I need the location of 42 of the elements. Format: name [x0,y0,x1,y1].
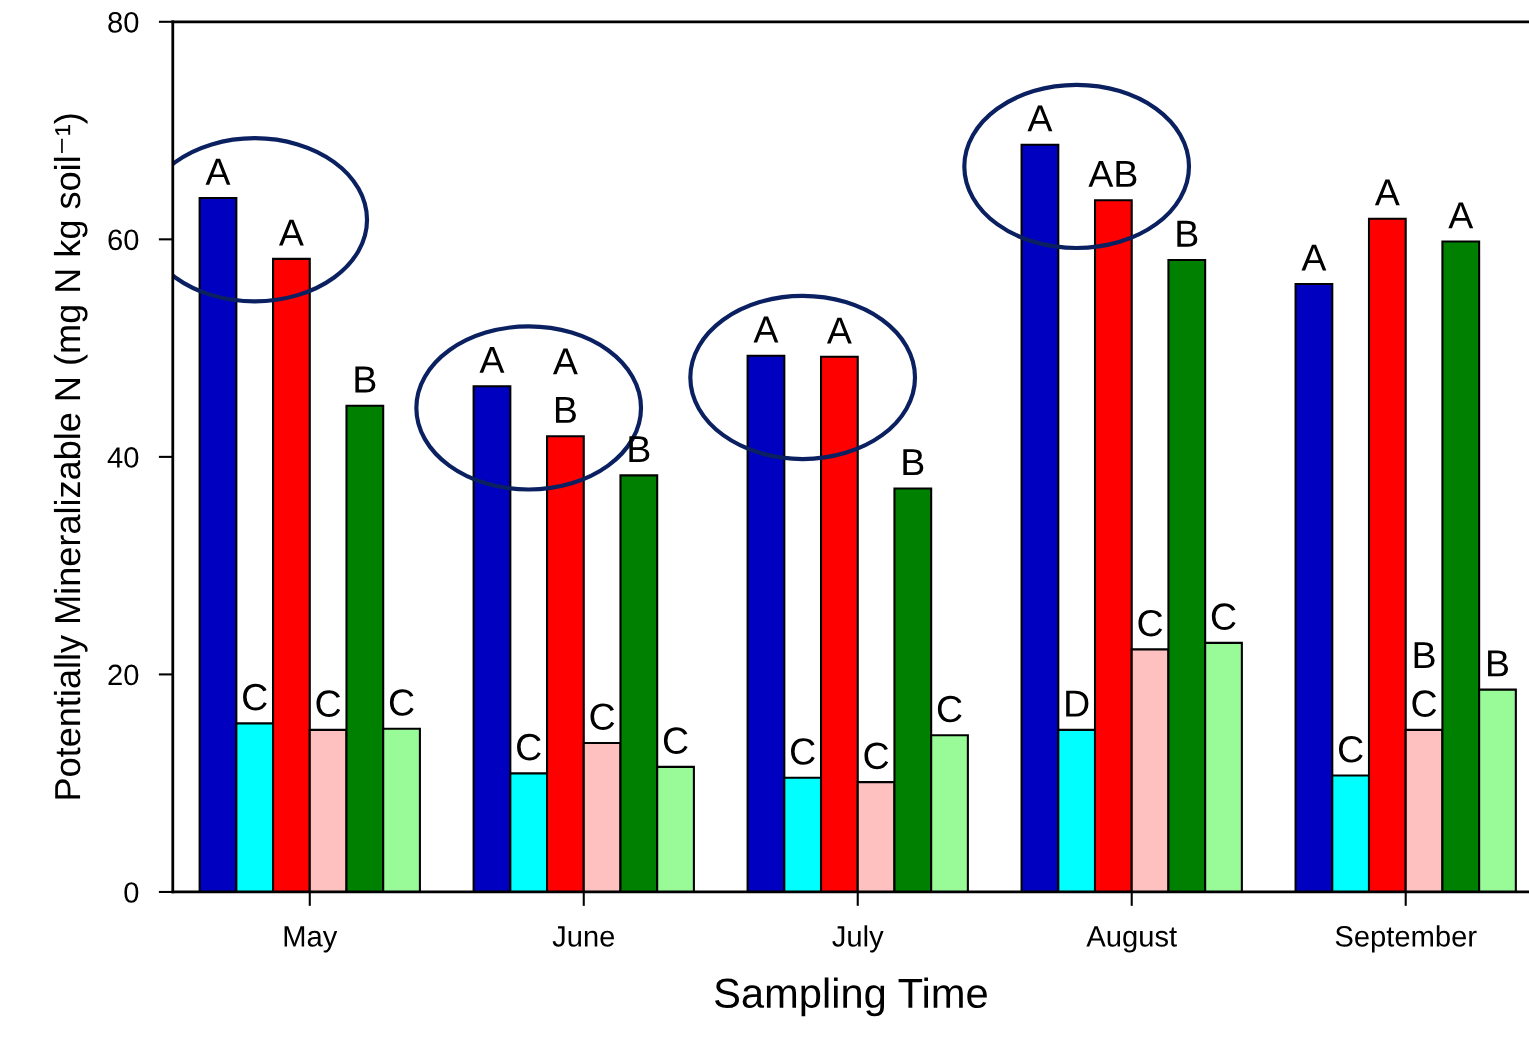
y-tick-label: 0 [124,882,139,903]
data-label: D [1066,690,1089,717]
data-label: B C [1412,642,1437,717]
data-label: C [590,703,615,730]
data-label: C [1339,736,1363,763]
data-label: A [278,219,304,246]
data-label: A [826,317,852,344]
data-label: B [903,449,924,476]
data-label: C [663,727,688,754]
data-label: A [1448,202,1474,229]
x-tick-label: August [1086,926,1177,953]
x-tick-label: September [1335,925,1477,953]
data-label: A [753,316,779,343]
data-label: B [355,366,376,393]
data-label: A [479,347,505,373]
data-label: C [243,683,267,711]
y-tick-label: 60 [108,229,139,251]
data-label: A [1374,179,1400,206]
data-label: A B [552,348,578,423]
data-label: C [864,742,889,770]
y-tick-label: 20 [108,664,139,686]
data-label: C [316,690,341,717]
data-label: C [791,738,815,765]
data-label: C [389,689,414,716]
x-axis-title: Sampling Time [715,977,987,1017]
data-label: C [517,733,541,761]
data-label: C [1211,603,1236,630]
data-label: AB [1088,161,1137,187]
data-label: C [937,695,962,723]
data-label: A [1027,105,1053,132]
data-label: B [1177,220,1198,247]
y-tick-label: 80 [108,12,139,33]
data-label: A [1301,244,1327,271]
data-label: B [629,436,650,463]
y-axis-title: Potentially Mineralizable N (mg N kg soil⁻¹) [53,114,88,799]
x-tick-label: June [552,926,615,947]
x-tick-label: May [284,926,338,953]
y-tick-label: 40 [107,447,139,468]
data-label: A [205,158,231,185]
x-tick-label: July [832,925,884,953]
data-label: B [1488,650,1509,677]
data-label: C [1138,609,1163,637]
